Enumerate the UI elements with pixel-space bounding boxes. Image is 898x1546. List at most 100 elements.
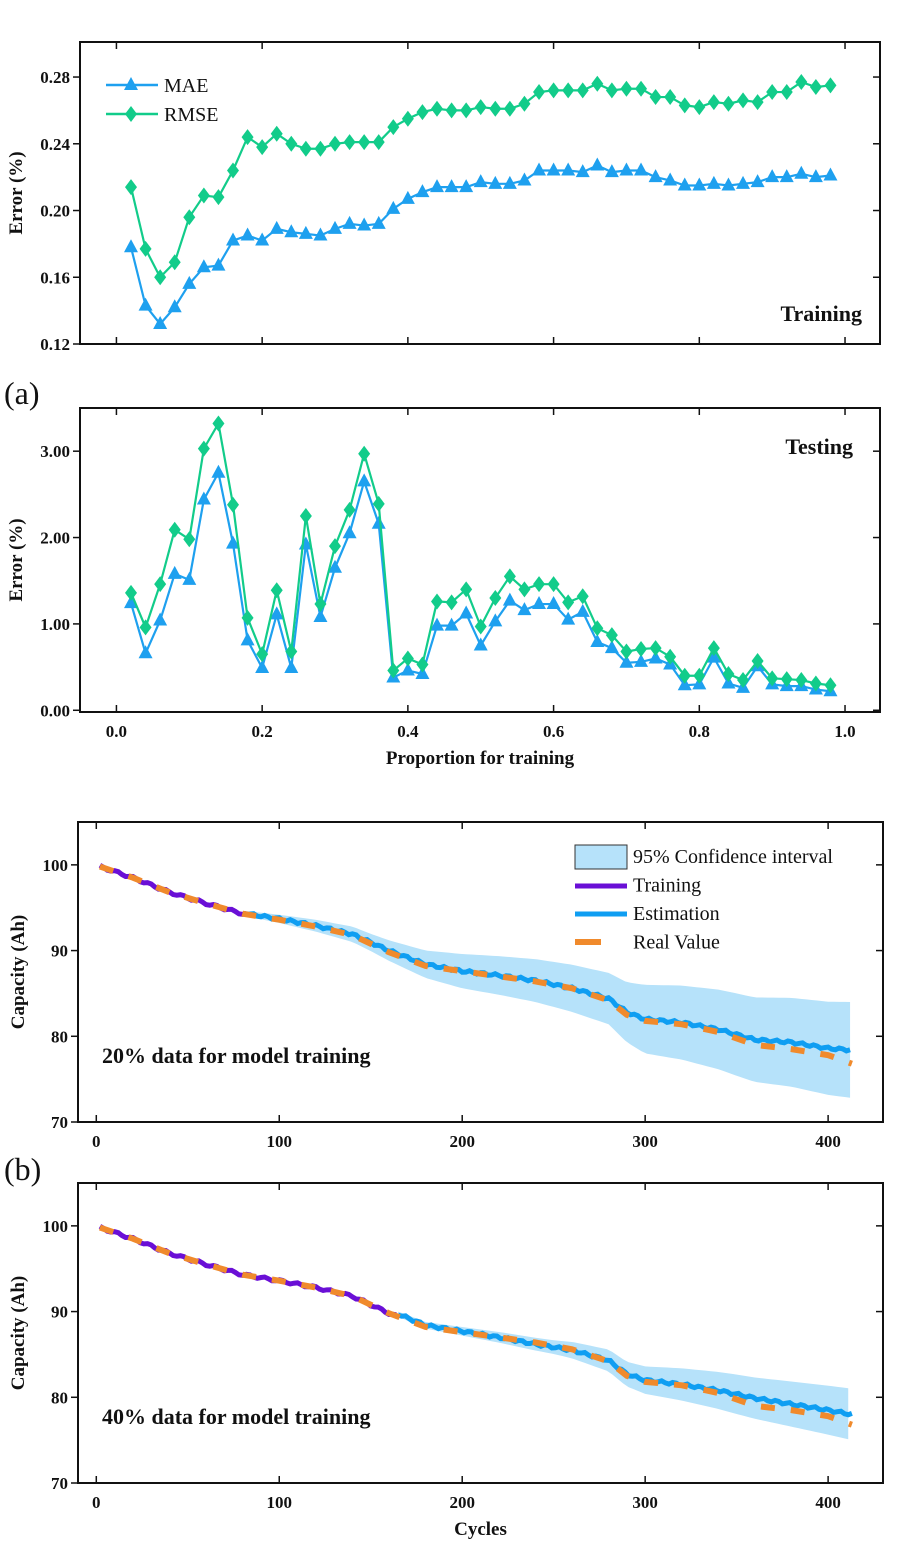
- plot-frame: [79, 41, 881, 345]
- triangle-marker: [808, 169, 823, 183]
- diamond-marker: [343, 501, 356, 518]
- diamond-marker: [431, 100, 444, 117]
- diamond-marker: [605, 82, 618, 99]
- legend-label: Training: [633, 875, 701, 897]
- x-tick-label: 0.0: [106, 722, 127, 741]
- diamond-marker: [533, 576, 546, 593]
- x-tick-label: 0: [92, 1493, 101, 1512]
- diamond-marker: [212, 189, 225, 206]
- diamond-marker: [605, 627, 618, 644]
- diamond-marker: [693, 99, 706, 116]
- triangle-marker: [619, 654, 634, 668]
- diamond-marker: [358, 445, 371, 462]
- diamond-marker: [795, 74, 808, 91]
- triangle-marker: [167, 565, 182, 579]
- y-axis-label: Error (%): [6, 518, 27, 601]
- y-tick-label: 90: [51, 942, 68, 961]
- y-tick-label: 0.24: [40, 135, 70, 154]
- legend: 95% Confidence interval Training Estimatio…: [574, 844, 833, 954]
- triangle-marker: [459, 605, 474, 619]
- series-rmse: [125, 74, 837, 286]
- y-axis-label: Capacity (Ah): [8, 1276, 29, 1391]
- diamond-marker: [445, 594, 458, 611]
- triangle-marker: [546, 596, 561, 610]
- triangle-marker: [823, 167, 838, 181]
- diamond-marker: [635, 80, 648, 97]
- legend-label: MAE: [164, 75, 208, 97]
- diamond-marker: [401, 650, 414, 667]
- diamond-marker: [664, 648, 677, 665]
- diamond-marker: [372, 134, 385, 151]
- triangle-marker: [575, 164, 590, 178]
- triangle-marker: [255, 232, 270, 246]
- triangle-marker: [153, 315, 168, 329]
- training-line: [98, 1224, 397, 1318]
- legend-label: 95% Confidence interval: [633, 846, 833, 868]
- annotation-training: Training: [780, 301, 862, 326]
- plot-frame: [79, 407, 881, 713]
- y-axis-label: Capacity (Ah): [8, 915, 29, 1030]
- legend-label: Estimation: [633, 903, 720, 925]
- diamond-marker: [707, 94, 720, 111]
- diamond-marker: [256, 139, 269, 156]
- x-tick-label: 1.0: [834, 722, 855, 741]
- y-tick-label: 70: [51, 1474, 68, 1493]
- triangle-marker: [226, 232, 241, 246]
- panel-label-b: (b): [4, 1151, 41, 1187]
- diamond-marker: [372, 495, 385, 512]
- diamond-marker: [591, 75, 604, 92]
- triangle-marker: [240, 227, 255, 241]
- triangle-marker: [444, 617, 459, 631]
- diamond-marker: [460, 581, 473, 598]
- triangle-marker: [269, 606, 284, 620]
- diamond-marker: [343, 134, 356, 151]
- triangle-marker: [604, 164, 619, 178]
- estimation-line: [245, 911, 851, 1054]
- diamond-marker: [766, 670, 779, 687]
- diamond-marker: [766, 84, 779, 101]
- diamond-marker: [154, 269, 167, 286]
- diamond-marker: [125, 106, 137, 122]
- diamond-marker: [154, 576, 167, 593]
- y-tick-label: 80: [51, 1027, 68, 1046]
- diamond-marker: [401, 110, 414, 127]
- triangle-marker: [590, 634, 605, 648]
- triangle-marker: [473, 174, 488, 188]
- triangle-marker: [765, 169, 780, 183]
- y-tick-label: 0.28: [40, 68, 70, 87]
- x-tick-label: 400: [815, 1132, 841, 1151]
- series-mae: [124, 157, 838, 329]
- diamond-marker: [299, 507, 312, 524]
- diamond-marker: [416, 104, 429, 121]
- diamond-marker: [809, 79, 822, 96]
- diamond-marker: [591, 620, 604, 637]
- x-tick-label: 100: [267, 1493, 293, 1512]
- triangle-marker: [634, 653, 649, 667]
- y-tick-label: 1.00: [40, 615, 70, 634]
- triangle-marker: [167, 299, 182, 313]
- triangle-marker: [182, 275, 197, 289]
- triangle-marker: [153, 612, 168, 626]
- triangle-marker: [430, 617, 445, 631]
- y-tick-label: 3.00: [40, 442, 70, 461]
- plot-frame: [77, 821, 884, 1123]
- y-tick-label: 0.16: [40, 268, 70, 287]
- triangle-marker: [706, 175, 721, 189]
- diamond-marker: [241, 609, 254, 626]
- diamond-marker: [227, 162, 240, 179]
- y-tick-label: 70: [51, 1113, 68, 1132]
- triangle-marker: [561, 162, 576, 176]
- triangle-marker: [430, 179, 445, 193]
- diamond-marker: [183, 531, 196, 548]
- diamond-marker: [737, 672, 750, 689]
- diamond-marker: [139, 619, 152, 636]
- triangle-marker: [721, 177, 736, 191]
- diamond-marker: [125, 584, 138, 601]
- triangle-marker: [313, 227, 328, 241]
- triangle-marker: [124, 77, 138, 90]
- y-axis-label: Error (%): [6, 151, 27, 234]
- triangle-marker: [619, 162, 634, 176]
- diamond-marker: [314, 596, 327, 613]
- triangle-marker: [138, 297, 153, 311]
- triangle-marker: [371, 215, 386, 229]
